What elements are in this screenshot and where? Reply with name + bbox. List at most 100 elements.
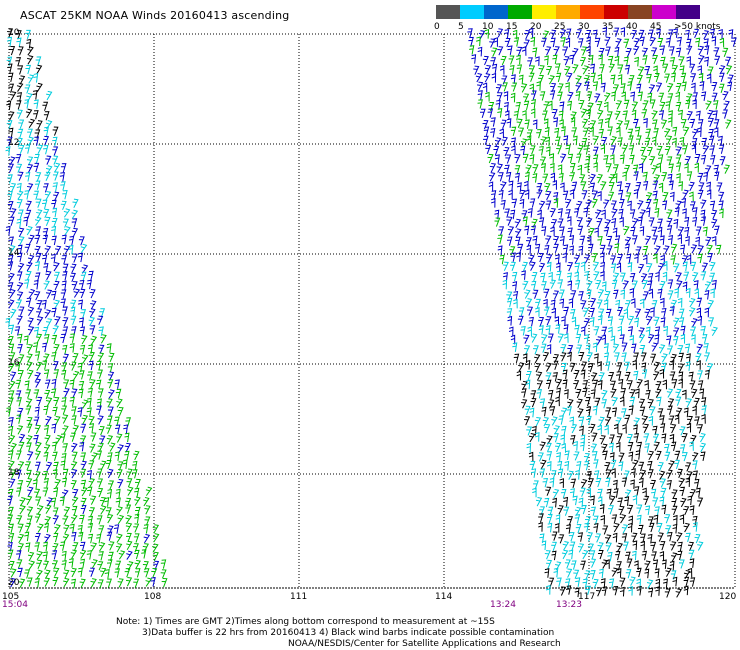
wind-barb xyxy=(596,587,603,597)
wind-barb xyxy=(545,362,552,372)
wind-barb xyxy=(69,396,75,407)
wind-barb xyxy=(619,514,627,524)
wind-barb xyxy=(596,218,603,228)
wind-barb xyxy=(53,567,60,577)
wind-barb xyxy=(616,371,622,381)
wind-barb xyxy=(54,416,61,426)
wind-barb xyxy=(685,288,691,298)
wind-barb xyxy=(614,110,621,120)
wind-barb xyxy=(664,451,671,461)
wind-barb xyxy=(68,244,74,255)
wind-barb xyxy=(650,488,657,499)
wind-barb xyxy=(61,369,67,380)
wind-barb xyxy=(33,416,40,426)
wind-barb xyxy=(89,308,96,318)
wind-barb xyxy=(96,468,103,478)
wind-barb xyxy=(623,120,630,130)
wind-barb xyxy=(9,46,16,56)
wind-barb xyxy=(575,75,582,85)
wind-barb xyxy=(624,414,631,425)
wind-barb xyxy=(671,552,678,562)
wind-barb xyxy=(677,541,683,552)
wind-barb xyxy=(8,397,14,407)
wind-barb xyxy=(25,542,31,552)
wind-barb xyxy=(52,515,59,525)
wind-barb xyxy=(567,398,574,409)
wind-barb xyxy=(557,164,563,175)
wind-barb xyxy=(722,47,729,57)
wind-barb xyxy=(580,560,586,570)
wind-barb xyxy=(491,47,498,57)
wind-barb xyxy=(567,516,574,526)
wind-barb xyxy=(667,173,673,184)
wind-barb xyxy=(585,155,591,166)
wind-barb xyxy=(530,36,536,47)
wind-barb xyxy=(41,299,47,310)
wind-barb xyxy=(26,477,33,488)
wind-barb xyxy=(615,100,623,110)
wind-barb xyxy=(541,406,547,417)
wind-barb xyxy=(653,371,660,381)
wind-barb xyxy=(106,513,114,524)
wind-barb xyxy=(597,361,602,371)
wind-barb xyxy=(565,578,571,588)
wind-barb xyxy=(16,271,23,281)
wind-barb xyxy=(520,83,528,93)
wind-barb xyxy=(664,145,671,156)
wind-barb xyxy=(542,110,548,120)
wind-barb xyxy=(61,560,67,570)
wind-barb xyxy=(714,225,720,235)
wind-barb xyxy=(108,480,115,490)
wind-barb xyxy=(582,380,589,390)
wind-barb xyxy=(35,441,42,452)
wind-barb xyxy=(567,280,573,291)
wind-barb xyxy=(115,560,122,570)
wind-barb xyxy=(541,226,547,236)
wind-barb xyxy=(609,434,615,444)
wind-barb xyxy=(652,180,659,190)
wind-barb xyxy=(599,503,605,514)
wind-barb xyxy=(80,243,88,253)
wind-barb xyxy=(707,299,715,310)
wind-barb xyxy=(106,578,113,588)
wind-barb xyxy=(676,36,682,47)
wind-barb xyxy=(682,208,687,218)
wind-barb xyxy=(649,99,656,109)
wind-barb xyxy=(647,533,653,544)
wind-barb xyxy=(26,156,34,166)
wind-barb xyxy=(608,173,616,184)
wind-barb xyxy=(107,371,115,381)
wind-barb xyxy=(584,162,589,173)
wind-barb xyxy=(629,288,635,298)
wind-barb xyxy=(34,577,40,588)
wind-barb xyxy=(69,343,75,353)
wind-barb xyxy=(571,316,577,327)
wind-barb xyxy=(692,470,698,480)
wind-barb xyxy=(667,290,674,300)
wind-barb xyxy=(661,559,667,569)
wind-barb xyxy=(161,578,168,588)
wind-barb xyxy=(89,325,96,335)
wind-barb xyxy=(618,505,625,516)
wind-barb xyxy=(620,27,626,37)
wind-barb xyxy=(9,478,16,488)
wind-barb xyxy=(701,397,707,407)
wind-barb xyxy=(603,226,610,237)
wind-barb xyxy=(619,216,624,227)
wind-barb xyxy=(557,279,564,289)
wind-barb xyxy=(6,120,13,130)
wind-barb xyxy=(72,370,80,381)
wind-barb xyxy=(578,99,585,110)
wind-barb xyxy=(560,182,565,193)
wind-barb xyxy=(723,164,730,174)
wind-barb xyxy=(635,126,641,137)
wind-barb xyxy=(24,279,30,289)
wind-barb xyxy=(578,245,584,256)
wind-barb xyxy=(618,315,625,325)
wind-barb xyxy=(623,470,630,480)
wind-barb xyxy=(589,173,596,184)
wind-barb xyxy=(116,433,123,443)
wind-barb xyxy=(718,65,726,75)
wind-barb xyxy=(516,118,523,128)
wind-barb xyxy=(593,154,599,164)
